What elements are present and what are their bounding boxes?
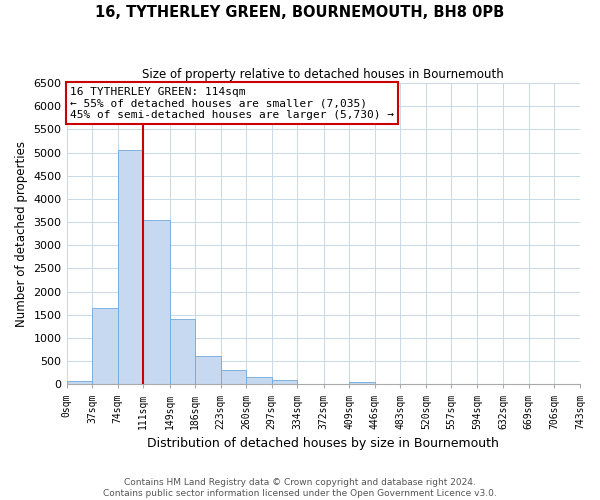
Bar	[118, 150, 143, 384]
X-axis label: Distribution of detached houses by size in Bournemouth: Distribution of detached houses by size …	[148, 437, 499, 450]
Bar	[221, 370, 246, 384]
Bar	[170, 318, 195, 384]
Title: Size of property relative to detached houses in Bournemouth: Size of property relative to detached ho…	[142, 68, 504, 80]
Y-axis label: Number of detached properties: Number of detached properties	[15, 140, 28, 326]
Text: Contains HM Land Registry data © Crown copyright and database right 2024.
Contai: Contains HM Land Registry data © Crown c…	[103, 478, 497, 498]
Bar	[246, 377, 272, 384]
Bar	[143, 220, 170, 384]
Bar	[195, 356, 221, 384]
Text: 16, TYTHERLEY GREEN, BOURNEMOUTH, BH8 0PB: 16, TYTHERLEY GREEN, BOURNEMOUTH, BH8 0P…	[95, 5, 505, 20]
Bar	[92, 308, 118, 384]
Bar	[349, 382, 375, 384]
Bar	[272, 380, 298, 384]
Bar	[67, 381, 92, 384]
Text: 16 TYTHERLEY GREEN: 114sqm
← 55% of detached houses are smaller (7,035)
45% of s: 16 TYTHERLEY GREEN: 114sqm ← 55% of deta…	[70, 87, 394, 120]
